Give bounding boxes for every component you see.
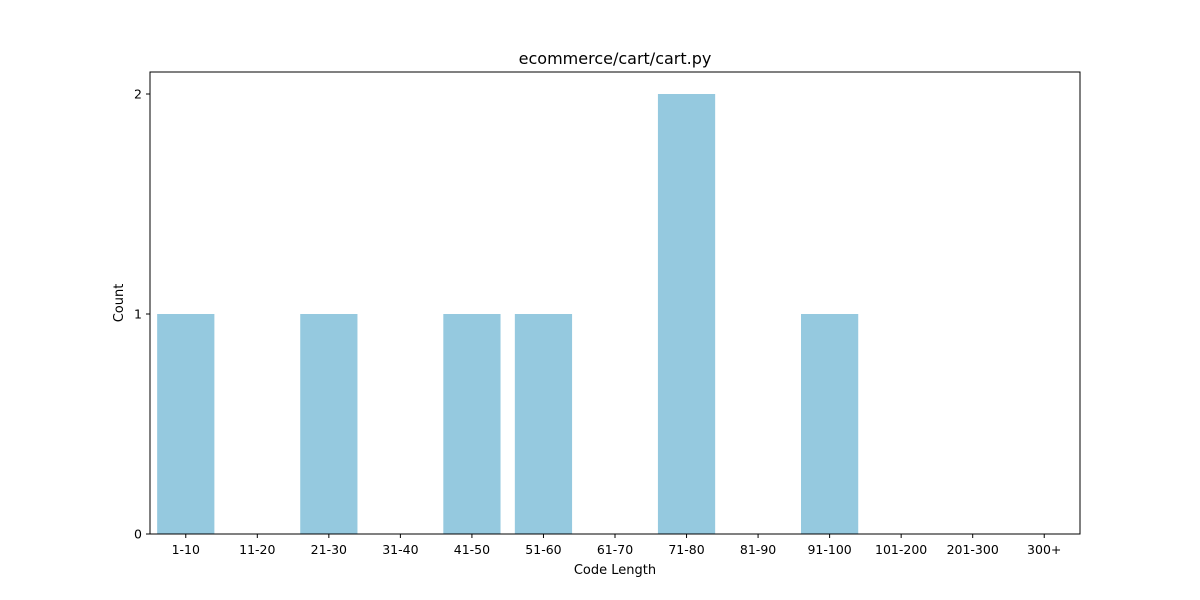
x-tick-label: 201-300: [947, 542, 999, 557]
bar-21-30: [300, 314, 358, 534]
y-axis-ticks: 0 1 2: [134, 87, 150, 542]
y-tick-label: 0: [134, 527, 142, 542]
x-tick-label: 31-40: [382, 542, 418, 557]
bar-71-80: [657, 94, 716, 534]
y-tick-label: 1: [134, 307, 142, 322]
x-tick-label: 61-70: [597, 542, 633, 557]
bars-group: [157, 94, 859, 534]
x-tick-label: 81-90: [740, 542, 776, 557]
bar-91-100: [801, 314, 859, 534]
x-tick-label: 300+: [1027, 542, 1061, 557]
x-axis-ticks: 1-10 11-20 21-30 31-40 41-50 51-60 61-70 71-80 8…: [172, 534, 1061, 557]
x-tick-label: 71-80: [668, 542, 704, 557]
bar-1-10: [157, 314, 215, 534]
chart-title: ecommerce/cart/cart.py: [519, 49, 712, 68]
y-tick-label: 2: [134, 87, 142, 102]
bar-41-50: [443, 314, 501, 534]
x-tick-label: 91-100: [807, 542, 851, 557]
y-axis-label: Count: [112, 284, 127, 323]
x-tick-label: 51-60: [525, 542, 561, 557]
x-tick-label: 21-30: [311, 542, 347, 557]
x-tick-label: 41-50: [454, 542, 490, 557]
x-axis-label: Code Length: [574, 563, 656, 578]
x-tick-label: 11-20: [239, 542, 275, 557]
x-tick-label: 101-200: [875, 542, 927, 557]
bar-51-60: [514, 314, 573, 534]
x-tick-label: 1-10: [172, 542, 200, 557]
plot-area-frame: [149, 71, 1081, 535]
